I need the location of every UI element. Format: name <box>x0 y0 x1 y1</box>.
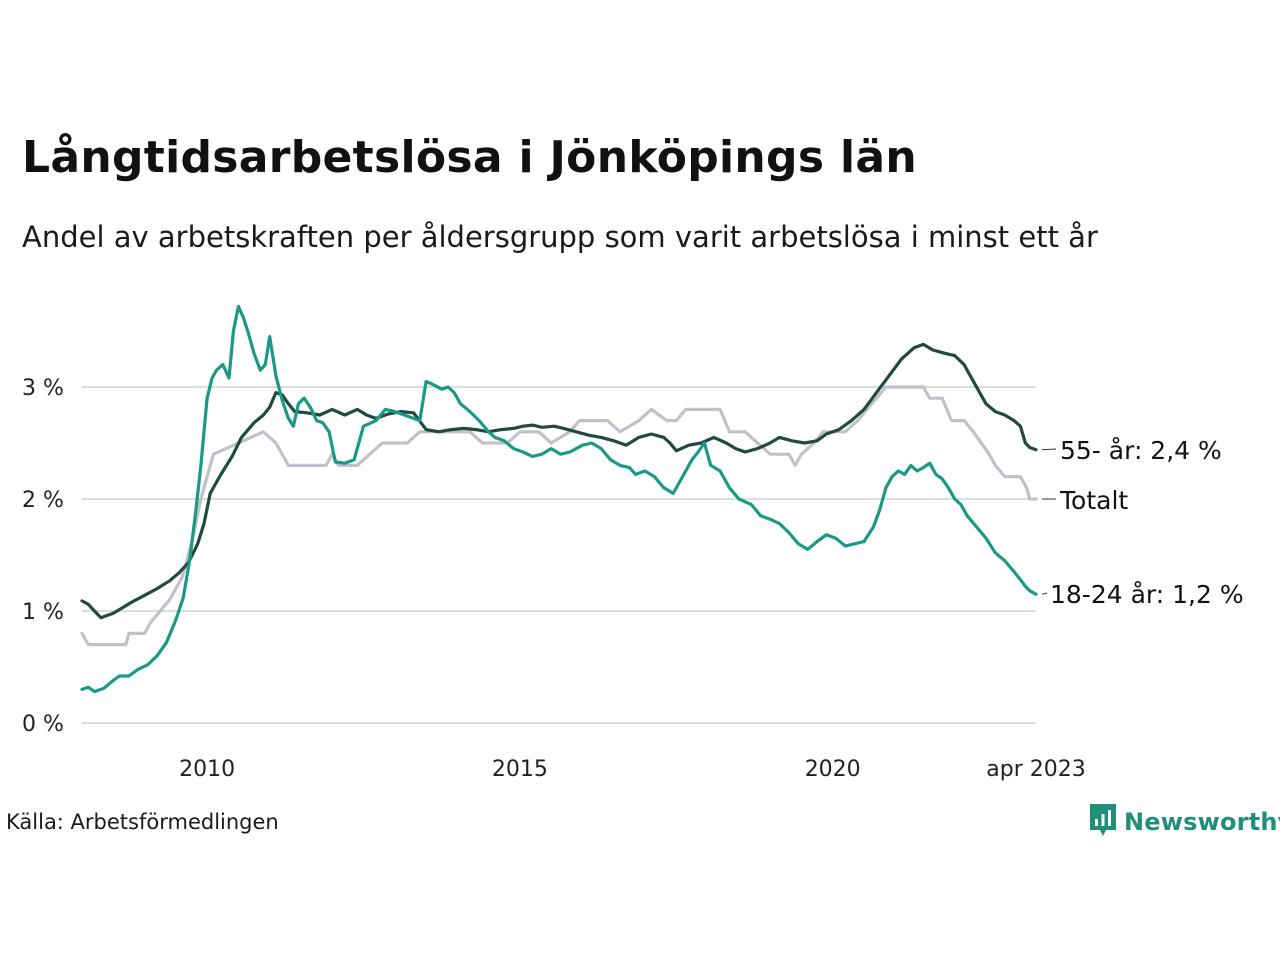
x-axis-ticks: 2010 2015 2020 apr 2023 <box>179 757 1086 782</box>
y-axis-ticks: 0 % 1 % 2 % 3 % <box>22 376 64 737</box>
series-end-label: 18-24 år: 1,2 % <box>1050 580 1244 609</box>
chart-title: Långtidsarbetslösa i Jönköpings län <box>22 132 917 183</box>
y-tick-label: 0 % <box>22 712 64 737</box>
newsworthy-logo-icon <box>1088 802 1118 842</box>
y-tick-label: 1 % <box>22 600 64 625</box>
label-connector <box>1041 448 1057 451</box>
x-tick-label: 2010 <box>179 757 235 782</box>
series-end-labels: Totalt 55- år: 2,4 % 18-24 år: 1,2 % <box>1041 436 1244 609</box>
series-line <box>80 304 1038 694</box>
series-end-label: Totalt <box>1059 486 1128 515</box>
brand-name: Newsworthy <box>1124 808 1280 836</box>
x-tick-label: apr 2023 <box>986 757 1085 782</box>
x-tick-label: 2015 <box>492 757 548 782</box>
series-line <box>80 385 1038 647</box>
grid-lines <box>82 386 1036 724</box>
brand-logo[interactable]: Newsworthy <box>1088 802 1280 842</box>
series-end-label: 55- år: 2,4 % <box>1060 436 1222 465</box>
label-connector <box>1041 592 1048 595</box>
y-tick-label: 3 % <box>22 376 64 401</box>
y-tick-label: 2 % <box>22 488 64 513</box>
x-tick-label: 2020 <box>805 757 861 782</box>
series-lines <box>80 304 1038 694</box>
source-note: Källa: Arbetsförmedlingen <box>6 810 279 834</box>
series-line <box>80 342 1038 620</box>
chart-subtitle: Andel av arbetskraften per åldersgrupp s… <box>22 220 1098 254</box>
